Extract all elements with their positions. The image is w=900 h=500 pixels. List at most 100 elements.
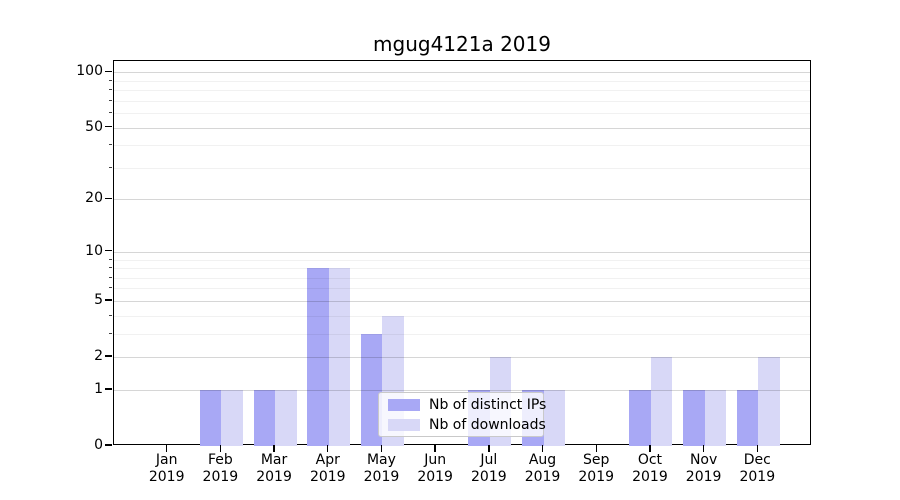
y-axis-minor-tick (108, 276, 112, 278)
legend: Nb of distinct IPs Nb of downloads (378, 392, 547, 437)
y-axis-minor-tick (108, 287, 112, 289)
gridline-major (114, 357, 810, 359)
y-tick-label: 10 (85, 242, 103, 259)
x-tick-label: Aug 2019 (507, 452, 579, 486)
x-tick-label: Dec 2019 (721, 452, 793, 486)
y-axis-tick (105, 70, 112, 72)
legend-item-distinct-ips: Nb of distinct IPs (388, 396, 547, 413)
x-axis-tick (273, 445, 275, 452)
gridline-minor (114, 145, 810, 147)
x-tick-year: 2019 (417, 469, 453, 485)
x-tick-year: 2019 (309, 469, 346, 485)
y-axis-minor-tick (108, 79, 112, 81)
bar-downloads-feb (221, 389, 243, 446)
gridline-major (114, 127, 810, 129)
x-axis-tick (541, 445, 544, 452)
legend-item-downloads: Nb of downloads (388, 417, 546, 433)
x-tick-month: Sep (583, 452, 610, 468)
x-axis-tick (595, 445, 597, 452)
x-axis-tick (327, 445, 329, 452)
gridline-major (114, 199, 810, 201)
y-axis-tick (105, 125, 112, 128)
x-tick-label: Nov 2019 (668, 452, 740, 486)
bar-ips-nov (683, 389, 705, 446)
x-tick-year: 2019 (685, 469, 722, 485)
y-tick-label: 1 (94, 380, 103, 397)
y-axis-minor-tick (108, 144, 112, 146)
y-axis-minor-tick (108, 89, 112, 91)
gridline-minor (114, 113, 810, 115)
x-tick-month: Apr (315, 452, 340, 468)
bar-downloads-mar (275, 389, 297, 446)
gridline-minor (114, 277, 810, 279)
bar-downloads-nov (704, 389, 727, 446)
y-axis-minor-tick (108, 258, 112, 260)
x-tick-year: 2019 (363, 469, 400, 485)
y-tick-label: 50 (85, 118, 103, 135)
x-tick-year: 2019 (524, 469, 561, 485)
gridline-minor (114, 268, 810, 270)
x-tick-month: Jul (480, 452, 498, 468)
gridline-minor (114, 90, 810, 92)
x-tick-month: Aug (528, 452, 557, 468)
gridline-minor (114, 167, 810, 169)
y-tick-label: 100 (76, 63, 103, 80)
gridline-major (114, 389, 810, 391)
x-tick-label: Sep 2019 (560, 452, 632, 486)
gridline-minor (114, 333, 810, 335)
bar-ips-oct (629, 389, 651, 446)
legend-swatch-downloads-icon (388, 418, 420, 431)
x-tick-year: 2019 (471, 469, 507, 485)
y-tick-label: 0 (94, 437, 103, 453)
x-axis-tick (434, 445, 436, 452)
x-tick-month: Feb (207, 452, 233, 468)
y-axis-minor-tick (108, 112, 112, 114)
gridline-major (114, 300, 810, 302)
legend-label-distinct-ips: Nb of distinct IPs (429, 396, 547, 413)
bar-ips-may (360, 333, 383, 446)
legend-swatch-distinct-ips-icon (388, 398, 420, 411)
x-tick-label: Mar 2019 (238, 452, 310, 486)
x-tick-month: Oct (637, 452, 663, 468)
x-tick-label: Jun 2019 (399, 452, 471, 486)
x-tick-month: Mar (260, 452, 288, 468)
x-tick-label: Jul 2019 (453, 452, 525, 486)
x-tick-month: Jan (155, 452, 178, 468)
x-tick-month: May (366, 452, 396, 468)
gridline-minor (114, 259, 810, 261)
x-axis-tick (702, 445, 705, 452)
x-axis-tick (488, 445, 490, 452)
x-tick-year: 2019 (148, 469, 185, 485)
bar-downloads-oct (650, 357, 673, 446)
y-axis-minor-tick (108, 99, 112, 101)
y-tick-label: 2 (94, 348, 103, 365)
x-axis-tick (756, 445, 758, 452)
x-axis-tick (219, 445, 222, 452)
x-tick-month: Dec (743, 452, 771, 468)
gridline-minor (114, 288, 810, 290)
x-tick-month: Jun (424, 452, 447, 468)
x-tick-year: 2019 (202, 469, 239, 485)
y-axis-tick (105, 197, 112, 200)
gridline-major (114, 72, 810, 74)
gridline-minor (114, 100, 810, 102)
bar-ips-mar (253, 389, 276, 446)
x-tick-year: 2019 (739, 469, 776, 485)
y-axis-minor-tick (108, 267, 112, 269)
x-tick-label: Jan 2019 (131, 452, 203, 486)
y-axis-tick (105, 355, 112, 357)
y-tick-label: 20 (85, 190, 103, 207)
y-axis-minor-tick (108, 332, 112, 334)
x-tick-label: May 2019 (345, 452, 417, 486)
gridline-minor (114, 80, 810, 82)
bar-downloads-apr (328, 268, 351, 446)
x-tick-label: Feb 2019 (184, 452, 256, 486)
bar-downloads-dec (758, 357, 780, 446)
y-axis-tick (105, 388, 112, 390)
plot-area (113, 60, 811, 446)
y-axis-tick (105, 250, 112, 252)
x-tick-label: Oct 2019 (614, 452, 686, 486)
x-axis-tick (165, 445, 168, 452)
bar-ips-dec (736, 389, 759, 446)
